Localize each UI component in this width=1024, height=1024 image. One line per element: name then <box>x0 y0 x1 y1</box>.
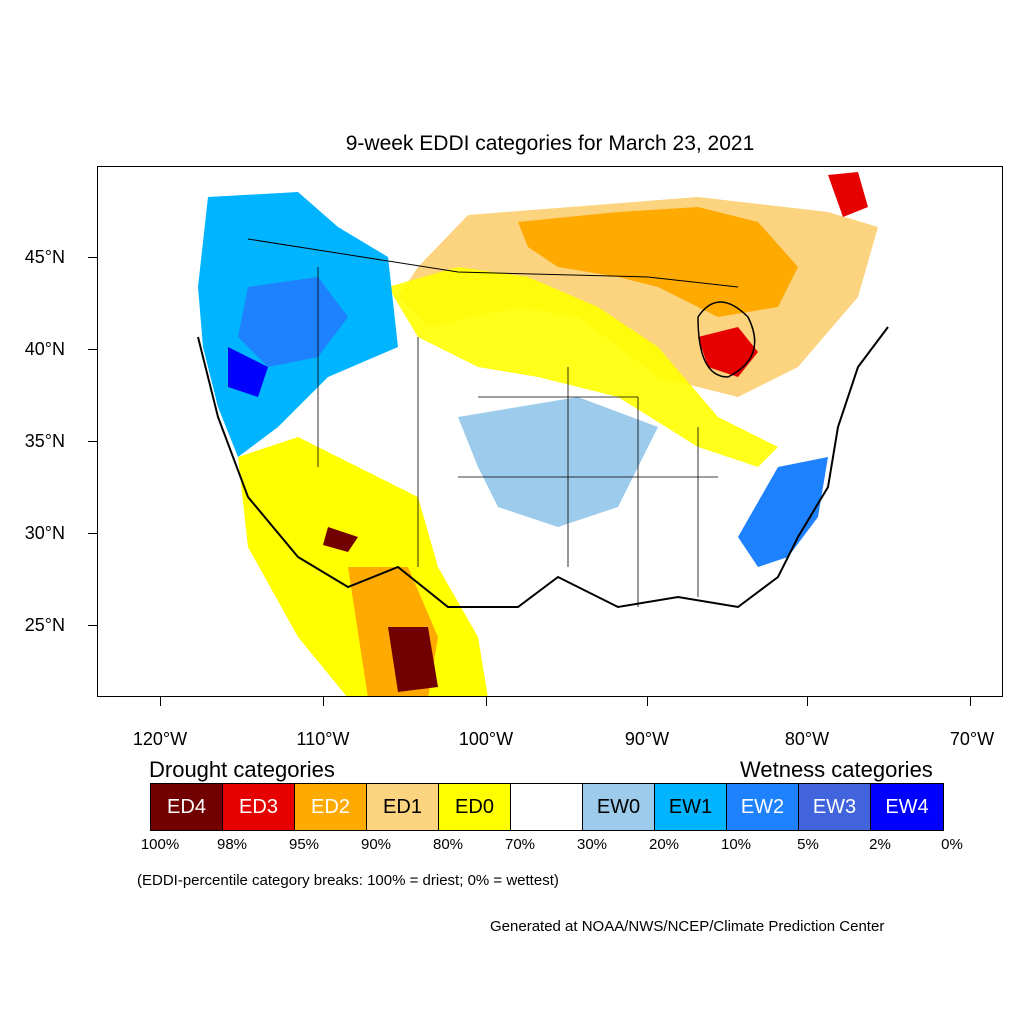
lon-label-120: 120°W <box>132 729 188 749</box>
legend-swatch-ew0: EW0 <box>583 784 655 830</box>
lon-tick <box>486 697 487 706</box>
drought-heading: Drought categories <box>149 757 335 782</box>
wetness-heading: Wetness categories <box>740 757 933 782</box>
pct-label: 90% <box>360 836 392 853</box>
legend-label: ED4 <box>167 795 206 818</box>
lon-label-110: 110°W <box>296 729 350 749</box>
lon-label-70: 70°W <box>949 729 995 749</box>
pct-label: 95% <box>288 836 320 853</box>
lon-tick <box>647 697 648 706</box>
lat-tick <box>88 349 97 350</box>
pct-label: 2% <box>869 836 891 853</box>
map-title: 9-week EDDI categories for March 23, 202… <box>345 132 755 155</box>
map-frame <box>97 166 1003 697</box>
legend-label: ED2 <box>311 795 350 818</box>
lat-label-25: 25°N <box>24 615 65 635</box>
lat-label-30: 30°N <box>24 523 65 543</box>
lat-label-40: 40°N <box>24 339 65 359</box>
lon-label-100: 100°W <box>458 729 514 749</box>
legend-label: EW1 <box>668 795 713 818</box>
pct-label: 20% <box>648 836 680 853</box>
legend-swatch-ew4: EW4 <box>871 784 943 830</box>
legend-swatch-ed4: ED4 <box>151 784 223 830</box>
pct-label: 80% <box>432 836 464 853</box>
legend-label: EW4 <box>885 795 929 818</box>
legend-swatch-ew3: EW3 <box>799 784 871 830</box>
pct-label: 10% <box>720 836 752 853</box>
pct-label: 100% <box>140 836 180 853</box>
legend-swatch-ew2: EW2 <box>727 784 799 830</box>
legend-label: ED1 <box>383 795 422 818</box>
pct-label: 30% <box>576 836 608 853</box>
pct-label: 0% <box>941 836 963 853</box>
lon-label-90: 90°W <box>624 729 670 749</box>
lat-label-35: 35°N <box>24 431 65 451</box>
credit-line: Generated at NOAA/NWS/NCEP/Climate Predi… <box>490 918 885 935</box>
legend-label: ED3 <box>239 795 278 818</box>
legend-label: EW2 <box>740 795 785 818</box>
eddi-map <box>197 172 889 696</box>
lat-tick <box>88 441 97 442</box>
lat-label-45: 45°N <box>24 247 65 267</box>
category-legend-bar: ED4 ED3 ED2 ED1 ED0 EW0 EW1 EW2 EW3 EW4 <box>150 783 944 831</box>
legend-swatch-ed1: ED1 <box>367 784 439 830</box>
legend-swatch-ed0: ED0 <box>439 784 511 830</box>
legend-swatch-ew1: EW1 <box>655 784 727 830</box>
lat-tick <box>88 533 97 534</box>
legend-label: EW3 <box>812 795 857 818</box>
legend-swatch-neutral <box>511 784 583 830</box>
lon-tick <box>160 697 161 706</box>
legend-label: ED0 <box>455 795 494 818</box>
lon-tick <box>323 697 324 706</box>
lon-tick <box>970 697 971 706</box>
pct-label: 5% <box>797 836 819 853</box>
legend-swatch-ed2: ED2 <box>295 784 367 830</box>
lat-tick <box>88 257 97 258</box>
pct-label: 98% <box>216 836 248 853</box>
category-breaks-note: (EDDI-percentile category breaks: 100% =… <box>137 872 559 889</box>
pct-label: 70% <box>504 836 536 853</box>
boundaries <box>197 238 889 609</box>
lon-label-80: 80°W <box>784 729 830 749</box>
legend-label: EW0 <box>596 795 641 818</box>
lon-tick <box>807 697 808 706</box>
legend-swatch-ed3: ED3 <box>223 784 295 830</box>
category-regions <box>198 172 878 696</box>
lat-tick <box>88 625 97 626</box>
